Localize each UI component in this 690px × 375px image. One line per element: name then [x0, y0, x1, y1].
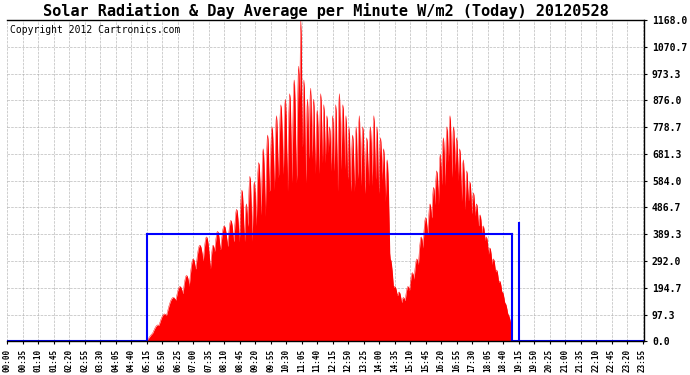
Text: Copyright 2012 Cartronics.com: Copyright 2012 Cartronics.com	[10, 25, 181, 35]
Title: Solar Radiation & Day Average per Minute W/m2 (Today) 20120528: Solar Radiation & Day Average per Minute…	[43, 3, 609, 19]
